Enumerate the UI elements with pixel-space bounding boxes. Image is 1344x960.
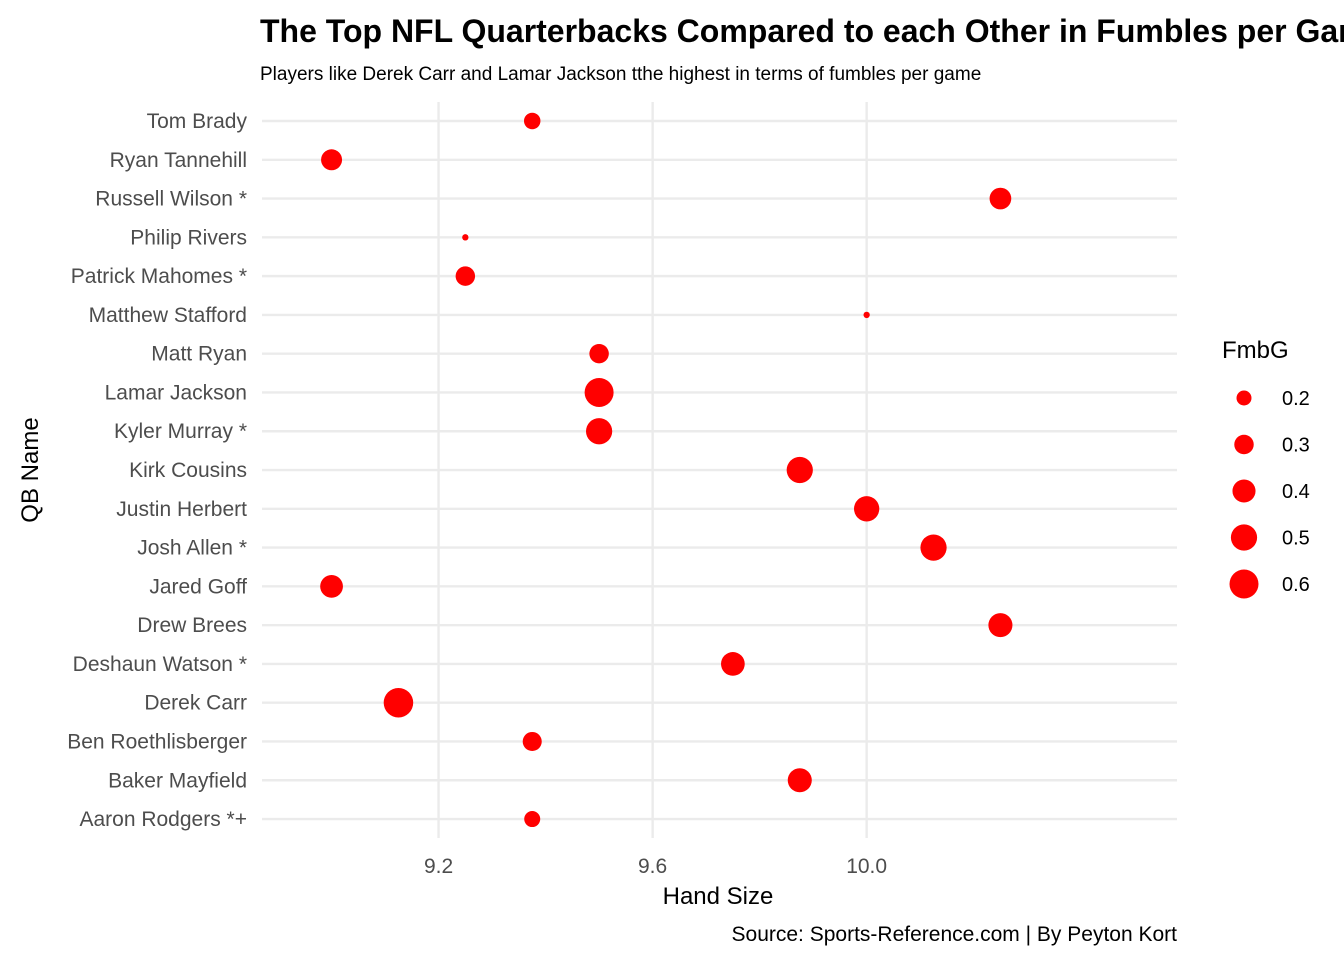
legend-key-0-6 (1229, 569, 1259, 599)
point-aaron-rodgers (524, 811, 541, 828)
legend-label-0-5: 0.5 (1282, 528, 1310, 550)
y-axis-tick-labels: Aaron Rodgers *+ Baker Mayfield Ben Roethl… (67, 110, 247, 831)
point-kirk-cousins (786, 456, 813, 484)
chart-caption: Source: Sports-Reference.com | By Peyton… (732, 923, 1178, 946)
point-matthew-stafford (863, 311, 870, 319)
y-tick-label-matthew-stafford: Matthew Stafford (89, 304, 247, 327)
y-tick-label-aaron-rodgers: Aaron Rodgers *+ (79, 808, 247, 831)
y-tick-label-lamar-jackson: Lamar Jackson (105, 381, 247, 404)
points-layer (320, 112, 1013, 828)
y-tick-label-jared-goff: Jared Goff (149, 575, 247, 598)
y-tick-label-derek-carr: Derek Carr (144, 692, 247, 715)
point-lamar-jackson (584, 377, 614, 407)
y-tick-label-ryan-tannehill: Ryan Tannehill (110, 149, 247, 172)
legend-key-0-5 (1230, 524, 1258, 551)
y-tick-label-ben-roethlisberger: Ben Roethlisberger (67, 730, 247, 753)
y-axis-title: QB Name (17, 417, 44, 522)
y-tick-label-deshaun-watson: Deshaun Watson * (73, 653, 247, 676)
point-derek-carr (383, 687, 414, 718)
grid-layer (262, 102, 1177, 838)
y-tick-label-josh-allen: Josh Allen * (137, 537, 247, 560)
x-tick-label-9-2: 9.2 (424, 855, 453, 878)
point-kyler-murray (585, 418, 613, 445)
y-tick-label-patrick-mahomes: Patrick Mahomes * (71, 265, 247, 288)
legend-key-0-4 (1232, 479, 1256, 503)
x-tick-label-10: 10.0 (846, 855, 887, 878)
legend-key-0-2 (1236, 390, 1252, 406)
point-jared-goff (320, 574, 343, 598)
legend-label-0-4: 0.4 (1282, 481, 1310, 503)
y-tick-label-kirk-cousins: Kirk Cousins (129, 459, 247, 482)
y-tick-label-drew-brees: Drew Brees (137, 614, 247, 637)
point-russell-wilson (989, 187, 1012, 210)
y-tick-label-matt-ryan: Matt Ryan (151, 343, 247, 366)
y-tick-label-justin-herbert: Justin Herbert (116, 498, 247, 521)
point-matt-ryan (589, 343, 609, 364)
y-tick-label-tom-brady: Tom Brady (147, 110, 248, 133)
legend-title: FmbG (1222, 337, 1289, 364)
point-drew-brees (988, 613, 1013, 638)
legend-key-0-3 (1234, 434, 1254, 455)
point-ben-roethlisberger (522, 731, 542, 752)
point-josh-allen (920, 534, 947, 561)
point-patrick-mahomes (455, 266, 476, 286)
size-legend: 0.2 0.3 0.4 0.5 0.6 (1229, 388, 1310, 599)
point-justin-herbert (853, 496, 880, 522)
point-deshaun-watson (721, 652, 745, 676)
y-tick-label-baker-mayfield: Baker Mayfield (108, 769, 247, 792)
x-axis-tick-labels: 9.2 9.6 10.0 (424, 855, 887, 878)
y-tick-label-philip-rivers: Philip Rivers (130, 226, 247, 249)
chart-title: The Top NFL Quarterbacks Compared to eac… (260, 13, 1344, 49)
y-tick-label-russell-wilson: Russell Wilson * (95, 188, 247, 211)
legend-label-0-3: 0.3 (1282, 435, 1310, 457)
point-philip-rivers (462, 234, 469, 241)
y-tick-label-kyler-murray: Kyler Murray * (114, 420, 247, 443)
legend-label-0-2: 0.2 (1282, 388, 1310, 410)
x-axis-title: Hand Size (663, 883, 774, 910)
point-tom-brady (523, 112, 541, 130)
x-tick-label-9-6: 9.6 (638, 855, 667, 878)
chart-subtitle: Players like Derek Carr and Lamar Jackso… (260, 64, 981, 85)
legend-label-0-6: 0.6 (1282, 574, 1310, 596)
point-baker-mayfield (787, 768, 812, 793)
point-ryan-tannehill (321, 149, 343, 171)
